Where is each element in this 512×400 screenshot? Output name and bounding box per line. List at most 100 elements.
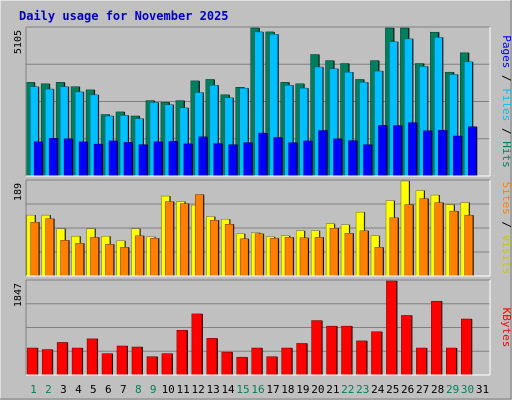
bar-pages-day-14 [228, 144, 238, 177]
bar-pages-day-7 [123, 142, 133, 177]
bar-kbytes-day-29 [446, 347, 457, 376]
bar-pages-day-12 [198, 136, 208, 177]
bar-kbytes-day-27 [416, 347, 427, 376]
x-tick-label: 2 [45, 383, 52, 396]
bar-sites-day-21 [329, 227, 339, 277]
bar-sites-day-25 [389, 217, 399, 277]
x-tick-label: 5 [90, 383, 97, 396]
bar-sites-day-1 [30, 221, 39, 277]
bar-pages-day-17 [273, 137, 282, 177]
x-tick-label: 23 [356, 383, 369, 396]
legend-part: Sites [500, 182, 512, 215]
bar-pages-day-19 [303, 140, 312, 177]
bar-sites-day-11 [180, 203, 189, 277]
bar-sites-day-14 [224, 223, 234, 277]
bar-sites-day-13 [209, 219, 219, 277]
series-pages [33, 122, 478, 177]
x-tick-label: 31 [476, 383, 489, 396]
bar-kbytes-day-16 [251, 347, 262, 376]
bar-kbytes-day-2 [41, 349, 53, 376]
x-tick-label: 15 [236, 383, 249, 396]
x-tick-label: 18 [281, 383, 294, 396]
bar-sites-day-29 [449, 210, 458, 277]
series-kbytes [26, 280, 473, 376]
y-series-legend: Sites / Visits [500, 182, 512, 275]
x-tick-label: 20 [311, 383, 324, 396]
bar-kbytes-day-14 [221, 351, 233, 376]
bar-kbytes-day-11 [176, 329, 188, 376]
bar-pages-day-21 [333, 138, 342, 177]
bar-kbytes-day-22 [341, 325, 352, 376]
x-tick-label: 10 [162, 383, 175, 396]
bar-pages-day-18 [288, 142, 297, 177]
x-tick-label: 1 [30, 383, 37, 396]
bar-sites-day-5 [90, 237, 99, 277]
y-max-label: 189 [13, 183, 24, 201]
bar-pages-day-15 [243, 142, 252, 177]
bar-pages-day-13 [213, 143, 223, 177]
x-tick-label: 12 [192, 383, 205, 396]
bar-pages-day-27 [423, 130, 432, 177]
legend-part: Visits [500, 235, 512, 275]
bar-sites-day-19 [299, 237, 309, 277]
bar-pages-day-4 [78, 141, 88, 177]
bar-sites-day-27 [419, 198, 429, 277]
bar-kbytes-day-12 [191, 313, 203, 376]
bar-pages-day-6 [108, 140, 118, 177]
bar-sites-day-23 [359, 230, 369, 277]
chart-title: Daily usage for November 2025 [19, 9, 229, 23]
legend-part: / [500, 68, 512, 88]
bar-kbytes-day-8 [131, 346, 143, 376]
bar-sites-day-24 [374, 247, 384, 277]
panel-2: 189 Sites / Visits [13, 179, 512, 277]
bar-sites-day-6 [105, 244, 114, 277]
bar-kbytes-day-1 [26, 347, 38, 376]
bar-pages-day-1 [33, 141, 43, 177]
bar-kbytes-day-30 [461, 318, 472, 376]
bar-sites-day-20 [314, 237, 324, 277]
bar-pages-day-11 [183, 143, 193, 177]
bar-kbytes-day-13 [206, 338, 218, 376]
bar-kbytes-day-5 [86, 338, 98, 376]
x-tick-label: 21 [326, 383, 339, 396]
chart-panels: 5105 Pages / Files / Hits 189 Sites / Visit… [13, 26, 512, 376]
x-tick-label: 7 [120, 383, 127, 396]
legend-part: Files [500, 88, 512, 121]
x-tick-label: 8 [135, 383, 142, 396]
bar-kbytes-day-4 [71, 347, 83, 376]
bar-kbytes-day-26 [401, 315, 412, 376]
bar-kbytes-day-21 [326, 325, 337, 376]
bar-pages-day-26 [408, 122, 417, 177]
y-series-legend: Pages / Files / Hits [500, 35, 512, 168]
legend-part: / [500, 215, 512, 235]
legend-part: Pages [500, 35, 512, 68]
y-max-label: 5105 [13, 30, 24, 54]
x-tick-label: 11 [177, 383, 190, 396]
x-tick-label: 13 [206, 383, 219, 396]
bar-pages-day-20 [318, 130, 327, 177]
bar-kbytes-day-28 [431, 300, 442, 376]
bar-pages-day-2 [48, 138, 58, 177]
bar-pages-day-9 [153, 141, 163, 177]
x-tick-label: 19 [296, 383, 309, 396]
bar-sites-day-26 [404, 204, 414, 277]
bar-sites-day-15 [239, 238, 249, 277]
bar-kbytes-day-20 [311, 320, 322, 376]
bar-sites-day-18 [284, 237, 294, 277]
x-tick-label: 24 [371, 383, 385, 396]
bar-kbytes-day-3 [56, 342, 68, 376]
bar-pages-day-24 [378, 125, 387, 177]
bar-kbytes-day-18 [281, 347, 292, 376]
legend-part: / [500, 121, 512, 141]
y-series-legend: KBytes [500, 308, 512, 348]
bar-sites-day-8 [135, 235, 144, 277]
x-tick-label: 28 [431, 383, 444, 396]
bar-kbytes-day-17 [266, 356, 277, 376]
x-tick-label: 26 [401, 383, 414, 396]
bar-pages-day-29 [453, 135, 462, 177]
x-tick-label: 30 [461, 383, 474, 396]
bar-kbytes-day-7 [116, 345, 128, 376]
bar-pages-day-10 [168, 140, 178, 177]
bar-sites-day-9 [150, 238, 159, 277]
